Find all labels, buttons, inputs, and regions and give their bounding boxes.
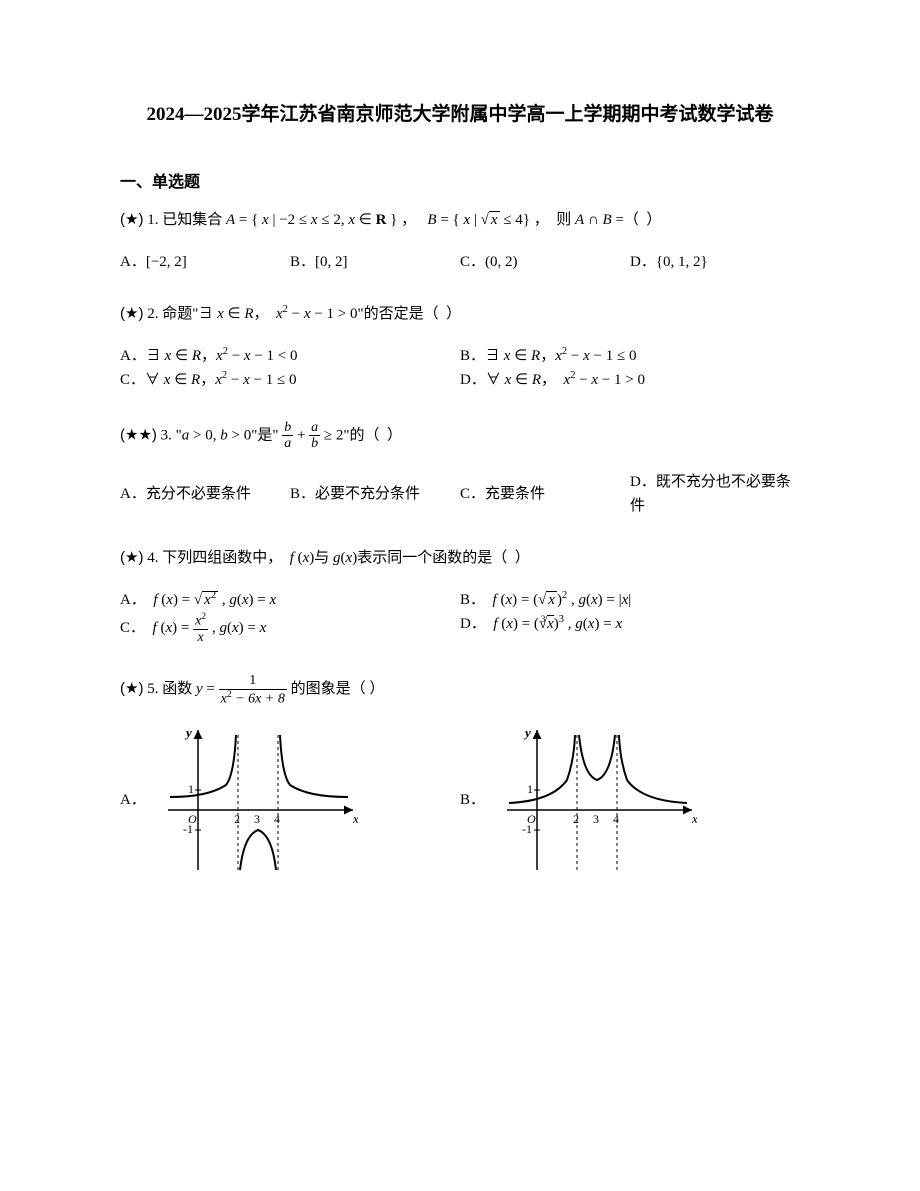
q5-optA-label: A． [120, 788, 146, 812]
svg-text:3: 3 [254, 812, 260, 826]
q5-options: A． x y O 2 3 4 1 -1 [120, 725, 800, 875]
svg-text:x: x [691, 811, 697, 826]
question-4: (★) 4. 下列四组函数中， f (x)与 g(x)表示同一个函数的是（ ） … [120, 546, 800, 645]
q3-number: 3. [161, 427, 172, 443]
q4-text: 下列四组函数中， f (x)与 g(x)表示同一个函数的是（ ） [162, 550, 530, 566]
svg-text:2: 2 [234, 812, 240, 826]
q3-optD: D．既不充分也不必要条件 [630, 470, 800, 518]
svg-text:y: y [184, 725, 192, 740]
doc-title: 2024—2025学年江苏省南京师范大学附属中学高一上学期期中考试数学试卷 [120, 100, 800, 130]
q5-stem: (★) 5. 函数 y = 1x2 − 6x + 8 的图象是（ ） [120, 673, 800, 706]
svg-text:4: 4 [613, 812, 619, 826]
question-2: (★) 2. 命题"∃ x ∈ R， x2 − x − 1 > 0"的否定是（ … [120, 302, 800, 392]
q1-optA: A．[−2, 2] [120, 250, 290, 274]
q2-stem: (★) 2. 命题"∃ x ∈ R， x2 − x − 1 > 0"的否定是（ … [120, 302, 800, 326]
sqrt-icon: √x [481, 208, 500, 232]
q1-number: 1. [147, 212, 158, 228]
q5-number: 5. [147, 681, 158, 697]
q2-optA: A．∃ x ∈ R，x2 − x − 1 < 0 [120, 344, 460, 368]
svg-text:-1: -1 [522, 822, 532, 836]
q4-options: A． f (x) = √x2 , g(x) = x B． f (x) = (√x… [120, 588, 800, 645]
q2-optD: D．∀ x ∈ R， x2 − x − 1 > 0 [460, 368, 800, 392]
q5-text-post: 的图象是（ ） [291, 681, 385, 697]
svg-text:1: 1 [527, 782, 533, 796]
q4-stem: (★) 4. 下列四组函数中， f (x)与 g(x)表示同一个函数的是（ ） [120, 546, 800, 570]
q4-optB: B． f (x) = (√x)2 , g(x) = |x| [460, 588, 800, 612]
q4-number: 4. [147, 550, 158, 566]
q1-optC: C．(0, 2) [460, 250, 630, 274]
section-header: 一、单选题 [120, 170, 800, 196]
q5-text-pre: 函数 [162, 681, 196, 697]
svg-text:-1: -1 [183, 822, 193, 836]
q3-text-post: ≥ 2"的（ ） [324, 427, 402, 443]
svg-text:2: 2 [573, 812, 579, 826]
q5-graphB: x y O 2 3 4 1 -1 [497, 725, 697, 875]
q2-options: A．∃ x ∈ R，x2 − x − 1 < 0 B．∃ x ∈ R，x2 − … [120, 344, 800, 392]
q3-frac2: ab [309, 420, 320, 452]
q3-frac1: ba [282, 420, 293, 452]
svg-text:x: x [352, 811, 358, 826]
q1-comma: ， [401, 212, 416, 228]
q3-optA: A．充分不必要条件 [120, 482, 290, 506]
q3-optB: B．必要不充分条件 [290, 482, 460, 506]
question-3: (★★) 3. "a > 0, b > 0"是" ba + ab ≥ 2"的（ … [120, 420, 800, 518]
q3-options: A．充分不必要条件 B．必要不充分条件 C．充要条件 D．既不充分也不必要条件 [120, 470, 800, 518]
q4-optD: D． f (x) = (3√x)3 , g(x) = x [460, 612, 800, 645]
q1-setA: A [226, 212, 235, 228]
q2-number: 2. [147, 306, 158, 322]
q2-optC: C．∀ x ∈ R，x2 − x − 1 ≤ 0 [120, 368, 460, 392]
svg-text:3: 3 [593, 812, 599, 826]
q3-difficulty: (★★) [120, 426, 157, 443]
q2-optB: B．∃ x ∈ R，x2 − x − 1 ≤ 0 [460, 344, 800, 368]
q4-optC: C． f (x) = x2x , g(x) = x [120, 612, 460, 645]
svg-text:y: y [523, 725, 531, 740]
question-5: (★) 5. 函数 y = 1x2 − 6x + 8 的图象是（ ） A． x … [120, 673, 800, 874]
q3-optC: C．充要条件 [460, 482, 630, 506]
question-1: (★) 1. 已知集合 A = { x | −2 ≤ x ≤ 2, x ∈ R … [120, 208, 800, 274]
q1-optD: D．{0, 1, 2} [630, 250, 800, 274]
q1-difficulty: (★) [120, 211, 143, 228]
q5-difficulty: (★) [120, 680, 143, 697]
q1-optB: B．[0, 2] [290, 250, 460, 274]
q1-text-pre: 已知集合 [162, 212, 222, 228]
q4-difficulty: (★) [120, 549, 143, 566]
q1-text-post: ， 则 A ∩ B =（ ） [534, 212, 662, 228]
svg-text:4: 4 [274, 812, 280, 826]
q5-frac: 1x2 − 6x + 8 [219, 673, 287, 706]
q3-plus: + [297, 427, 309, 443]
q5-optB: B． x y O 2 3 4 1 -1 [460, 725, 800, 875]
q5-optA: A． x y O 2 3 4 1 -1 [120, 725, 460, 875]
q4-optA: A． f (x) = √x2 , g(x) = x [120, 588, 460, 612]
q1-stem: (★) 1. 已知集合 A = { x | −2 ≤ x ≤ 2, x ∈ R … [120, 208, 800, 232]
svg-text:1: 1 [188, 782, 194, 796]
q5-optB-label: B． [460, 788, 485, 812]
q1-options: A．[−2, 2] B．[0, 2] C．(0, 2) D．{0, 1, 2} [120, 250, 800, 274]
q5-graphA: x y O 2 3 4 1 -1 [158, 725, 358, 875]
q3-stem: (★★) 3. "a > 0, b > 0"是" ba + ab ≥ 2"的（ … [120, 420, 800, 452]
q3-text-pre: "a > 0, b > 0"是" [176, 427, 279, 443]
q2-text: 命题"∃ x ∈ R， x2 − x − 1 > 0"的否定是（ ） [162, 306, 461, 322]
q5-y: y [196, 681, 203, 697]
q2-difficulty: (★) [120, 305, 143, 322]
